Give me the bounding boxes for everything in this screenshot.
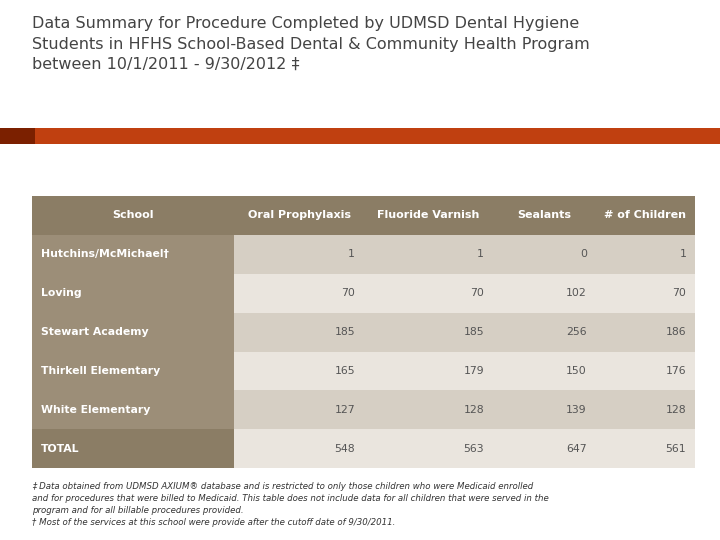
Bar [32,196,235,235]
Text: 186: 186 [665,327,686,337]
Bar [0,128,35,144]
Bar [492,313,595,352]
Text: 1: 1 [679,249,686,259]
Text: 70: 70 [470,288,484,298]
Bar [235,390,364,429]
Bar [364,390,492,429]
Text: Data Summary for Procedure Completed by UDMSD Dental Hygiene
Students in HFHS Sc: Data Summary for Procedure Completed by … [32,16,590,72]
Bar [32,390,235,429]
Text: 128: 128 [665,405,686,415]
Text: Thirkell Elementary: Thirkell Elementary [41,366,161,376]
Bar [492,390,595,429]
Bar [595,352,695,390]
Bar [32,235,235,274]
Bar [235,429,364,468]
Bar [595,235,695,274]
Text: 127: 127 [334,405,355,415]
Bar [32,429,235,468]
Bar [492,196,595,235]
Text: White Elementary: White Elementary [41,405,150,415]
Bar [492,274,595,313]
Bar [32,352,235,390]
Text: # of Children: # of Children [604,211,686,220]
Text: 70: 70 [341,288,355,298]
Text: 185: 185 [464,327,484,337]
Text: 256: 256 [566,327,587,337]
Text: 165: 165 [334,366,355,376]
Text: Oral Prophylaxis: Oral Prophylaxis [248,211,351,220]
Bar [492,429,595,468]
Text: 1: 1 [348,249,355,259]
Bar [35,128,720,144]
Bar [235,235,364,274]
Bar [364,352,492,390]
Text: 70: 70 [672,288,686,298]
Bar [235,352,364,390]
Text: 150: 150 [566,366,587,376]
Bar [235,196,364,235]
Bar [492,235,595,274]
Text: 563: 563 [464,444,484,454]
Bar [364,274,492,313]
Bar [235,313,364,352]
Text: 179: 179 [464,366,484,376]
Bar [32,313,235,352]
Text: 1: 1 [477,249,484,259]
Text: 647: 647 [566,444,587,454]
Bar [364,313,492,352]
Text: Stewart Academy: Stewart Academy [41,327,148,337]
Bar [595,274,695,313]
Text: 0: 0 [580,249,587,259]
Text: 176: 176 [665,366,686,376]
Bar [595,390,695,429]
Text: TOTAL: TOTAL [41,444,79,454]
Text: Sealants: Sealants [517,211,571,220]
Bar [492,352,595,390]
Bar [235,274,364,313]
Bar [364,196,492,235]
Bar [595,313,695,352]
Bar [364,429,492,468]
Text: Fluoride Varnish: Fluoride Varnish [377,211,480,220]
Bar [595,196,695,235]
Bar [595,429,695,468]
Text: Loving: Loving [41,288,81,298]
Text: ‡ Data obtained from UDMSD AXIUM® database and is restricted to only those child: ‡ Data obtained from UDMSD AXIUM® databa… [32,482,549,527]
Text: Hutchins/McMichael†: Hutchins/McMichael† [41,249,169,259]
Text: 102: 102 [566,288,587,298]
Text: 561: 561 [665,444,686,454]
Text: 128: 128 [464,405,484,415]
Bar [32,274,235,313]
Text: 139: 139 [566,405,587,415]
Bar [364,235,492,274]
Text: 548: 548 [334,444,355,454]
Text: 185: 185 [334,327,355,337]
Text: School: School [112,211,154,220]
